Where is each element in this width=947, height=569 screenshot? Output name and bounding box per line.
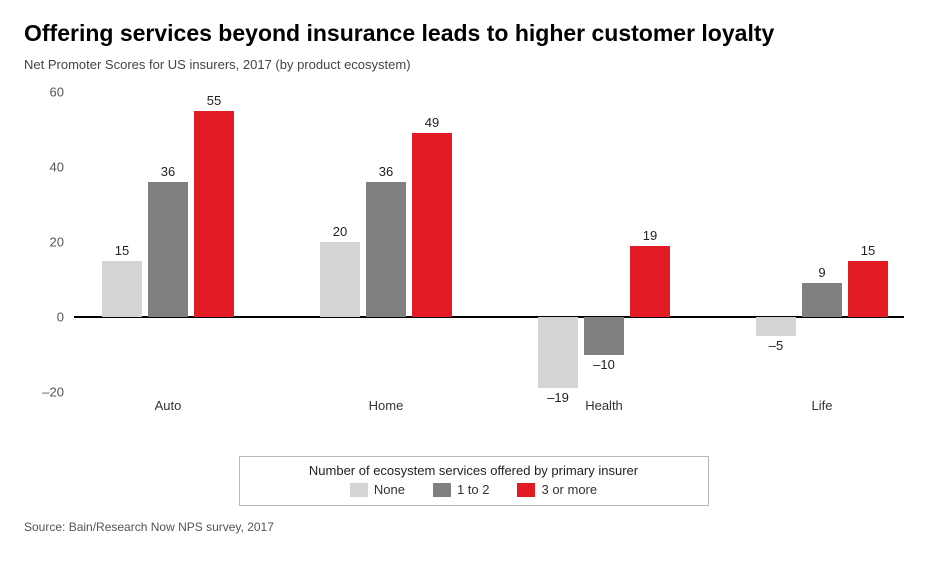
swatch-none xyxy=(350,483,368,497)
swatch-3plus xyxy=(517,483,535,497)
bar-value-label: 36 xyxy=(366,164,406,179)
bar-value-label: –5 xyxy=(756,338,796,353)
plot-area: –200204060153655Auto203649Home–19–1019He… xyxy=(74,92,904,422)
bar xyxy=(320,242,360,317)
legend-title: Number of ecosystem services offered by … xyxy=(256,463,692,478)
y-tick: –20 xyxy=(34,385,64,400)
category-label: Auto xyxy=(102,398,234,413)
bar-value-label: –10 xyxy=(584,357,624,372)
bar xyxy=(412,133,452,317)
y-tick: 0 xyxy=(34,310,64,325)
bar-value-label: 36 xyxy=(148,164,188,179)
y-tick: 40 xyxy=(34,160,64,175)
bar xyxy=(630,246,670,317)
bar xyxy=(102,261,142,317)
legend-items: None 1 to 2 3 or more xyxy=(256,482,692,497)
legend-item-3plus: 3 or more xyxy=(517,482,597,497)
bar xyxy=(194,111,234,317)
chart-container: –200204060153655Auto203649Home–19–1019He… xyxy=(34,82,914,452)
bar-value-label: 15 xyxy=(102,243,142,258)
category-label: Health xyxy=(538,398,670,413)
bar xyxy=(848,261,888,317)
legend-label-3plus: 3 or more xyxy=(541,482,597,497)
category-label: Life xyxy=(756,398,888,413)
legend-item-none: None xyxy=(350,482,405,497)
y-tick: 60 xyxy=(34,85,64,100)
swatch-1to2 xyxy=(433,483,451,497)
y-tick: 20 xyxy=(34,235,64,250)
bar-value-label: 15 xyxy=(848,243,888,258)
legend-label-none: None xyxy=(374,482,405,497)
legend-item-1to2: 1 to 2 xyxy=(433,482,490,497)
legend-label-1to2: 1 to 2 xyxy=(457,482,490,497)
legend: Number of ecosystem services offered by … xyxy=(239,456,709,506)
bar xyxy=(538,317,578,388)
bar xyxy=(366,182,406,317)
bar xyxy=(148,182,188,317)
chart-title: Offering services beyond insurance leads… xyxy=(24,20,923,47)
bar-value-label: 19 xyxy=(630,228,670,243)
bar-value-label: 49 xyxy=(412,115,452,130)
bar-value-label: 9 xyxy=(802,265,842,280)
chart-subtitle: Net Promoter Scores for US insurers, 201… xyxy=(24,57,923,72)
bar xyxy=(584,317,624,355)
bar xyxy=(802,283,842,317)
bar xyxy=(756,317,796,336)
bar-value-label: 20 xyxy=(320,224,360,239)
source-line: Source: Bain/Research Now NPS survey, 20… xyxy=(24,520,923,534)
category-label: Home xyxy=(320,398,452,413)
bar-value-label: 55 xyxy=(194,93,234,108)
